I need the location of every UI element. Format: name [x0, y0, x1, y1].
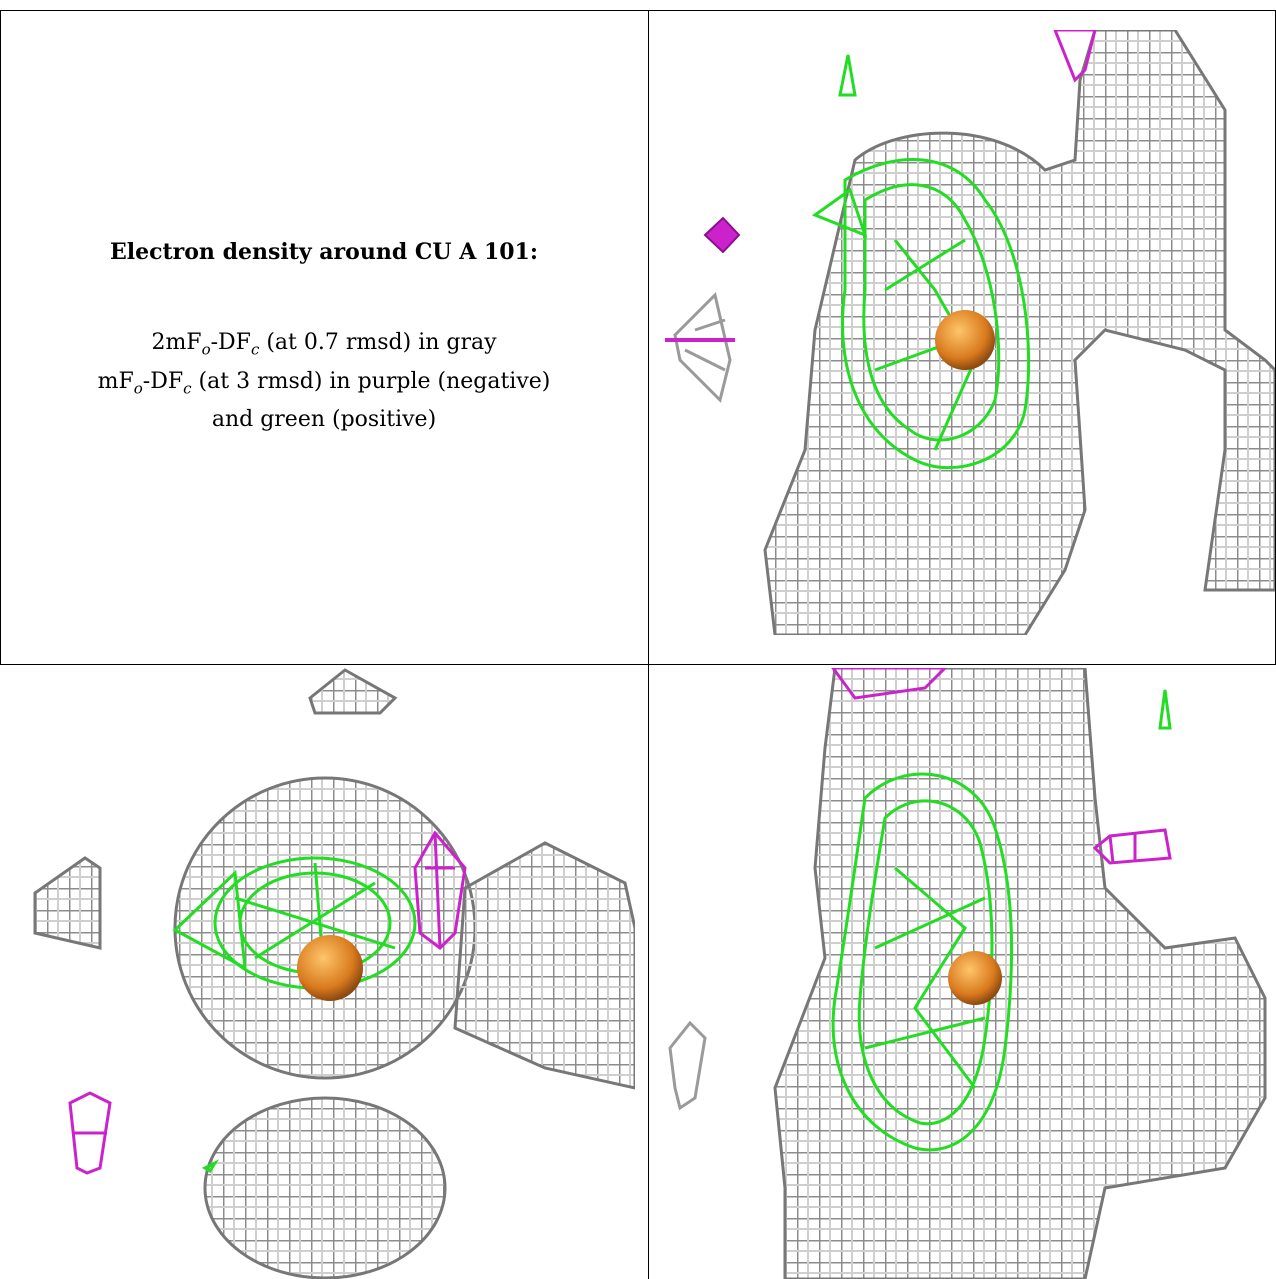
caption-line-2fofc: 2mFo-DFc (at 0.7 rmsd) in gray [151, 327, 496, 365]
gray-density-mesh [33, 668, 635, 1279]
caption-text: 2mF [151, 330, 202, 356]
caption-text: (at 0.7 rmsd) in gray [259, 330, 497, 356]
caption-sub: c [250, 340, 260, 359]
gray-density-small [673, 292, 732, 403]
copper-atom [297, 935, 363, 1001]
copper-atom [935, 310, 995, 370]
caption-sub: o [201, 340, 211, 359]
copper-atom [948, 951, 1002, 1005]
caption-sub: c [183, 378, 192, 397]
caption-text: mF [97, 368, 134, 394]
purple-negative-mesh [68, 830, 467, 1175]
purple-negative-mesh [1053, 30, 1097, 83]
gray-density-small [668, 1020, 707, 1111]
density-view-bottom-left [25, 668, 635, 1279]
caption-sub: o [133, 378, 143, 397]
caption-cell: Electron density around CU A 101: 2mFo-D… [0, 10, 648, 664]
density-mesh-view-2 [33, 668, 635, 1279]
density-view-bottom-right [665, 668, 1275, 1279]
green-positive-mesh [831, 689, 1172, 1152]
caption-line-fofc: mFo-DFc (at 3 rmsd) in purple (negative) [98, 366, 551, 404]
purple-negative-mesh [831, 668, 1172, 865]
density-mesh-view-3 [668, 668, 1267, 1279]
caption-title: Electron density around CU A 101: [109, 239, 538, 266]
density-view-top-right [665, 30, 1275, 635]
purple-negative-mesh [703, 216, 741, 254]
caption-text: -DF [142, 368, 184, 394]
caption-text: (at 3 rmsd) in purple (negative) [191, 368, 551, 394]
caption-line-colors: and green (positive) [211, 406, 437, 432]
center-border [648, 10, 649, 1279]
left-border [0, 10, 1, 664]
gray-density-mesh [773, 668, 1267, 1279]
gray-density-mesh [763, 30, 1275, 635]
density-mesh-view-1 [665, 30, 1275, 635]
top-border [0, 10, 1276, 11]
green-positive-mesh [811, 158, 1031, 470]
caption-text: -DF [210, 330, 251, 356]
green-positive-mesh [838, 54, 857, 97]
middle-border [0, 664, 1276, 665]
